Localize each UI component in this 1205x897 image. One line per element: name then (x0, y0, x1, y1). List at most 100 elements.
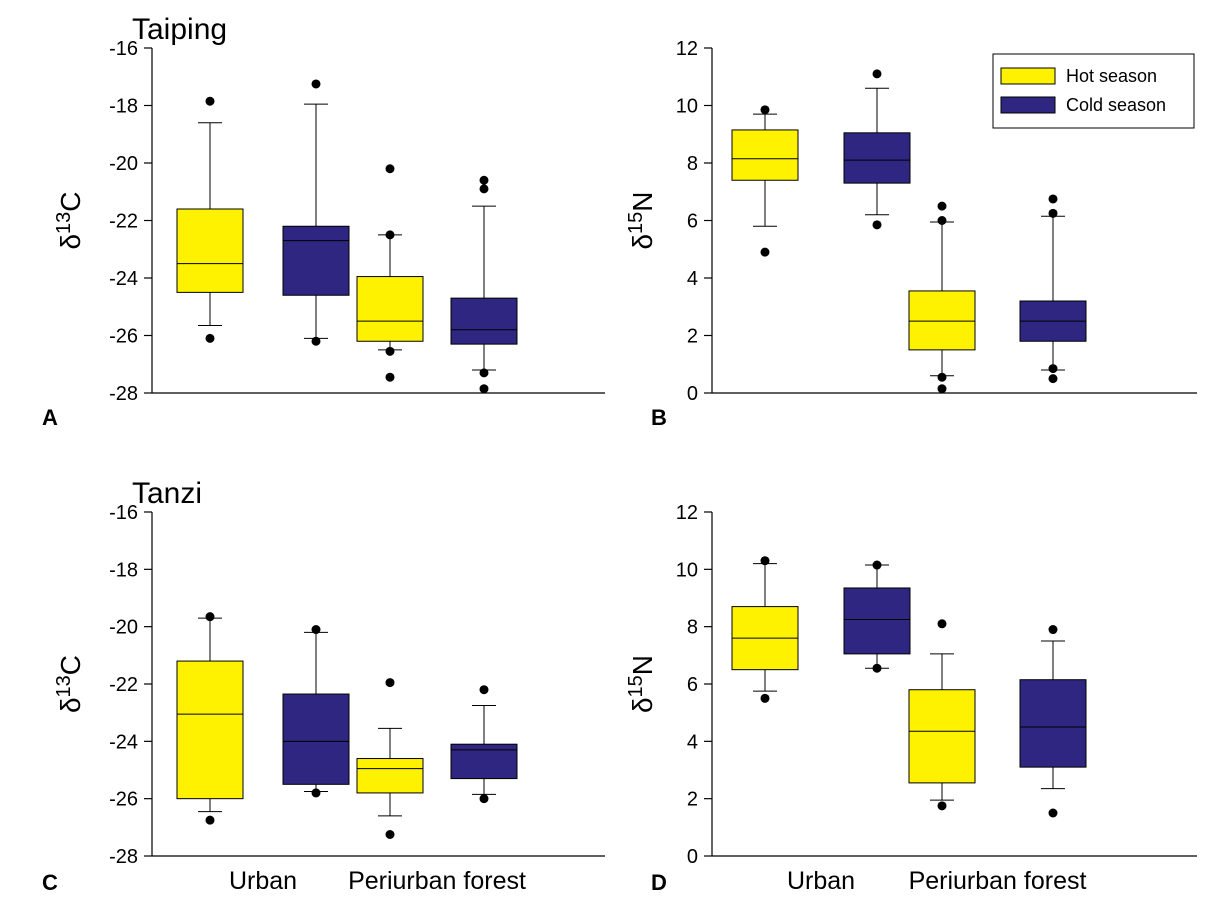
y-tick-label: -24 (109, 268, 138, 290)
outlier-point (1048, 208, 1058, 218)
box-hot-urban (731, 105, 799, 257)
panel-b: 0 2 4 6 8 10 12 δ15N B Hot season Cold season (625, 38, 1197, 430)
box-cold-urban (843, 560, 911, 673)
legend-label-hot: Hot season (1066, 66, 1157, 86)
outlier-point (311, 788, 321, 798)
outlier-point (937, 801, 947, 811)
legend: Hot season Cold season (992, 53, 1195, 129)
outlier-point (479, 794, 489, 804)
y-tick-label: 10 (676, 96, 698, 118)
x-category-label: Urban (229, 867, 297, 895)
y-tick-label: -28 (109, 383, 138, 405)
y-tick-label: 0 (687, 846, 698, 868)
y-tick-label: -16 (109, 502, 138, 524)
ylabel-delta: δ (627, 234, 658, 250)
y-tick-label: 2 (687, 789, 698, 811)
outlier-point (1048, 808, 1058, 818)
ylabel-delta: δ (627, 697, 658, 713)
box-hot-urban (731, 556, 799, 703)
outlier-point (479, 184, 489, 194)
ylabel-isotope-mass: 13 (53, 675, 75, 697)
box-iqr (843, 132, 911, 184)
box-iqr (1019, 679, 1087, 768)
box-hot-periurban (908, 619, 976, 811)
ylabel-delta: δ (55, 234, 86, 250)
outlier-point (311, 625, 321, 635)
y-tick-label: 0 (687, 383, 698, 405)
outlier-point (1048, 374, 1058, 384)
y-tick-label: 10 (676, 559, 698, 581)
y-tick-label: -22 (109, 211, 138, 233)
box-hot-urban (176, 612, 244, 825)
outlier-point (385, 830, 395, 839)
y-tick-label: -24 (109, 731, 138, 753)
outlier-point (760, 693, 770, 703)
box-iqr (282, 693, 350, 785)
ylabel-element: C (55, 191, 86, 211)
y-tick-label: 12 (676, 502, 698, 524)
y-axis-label: δ13C (53, 655, 86, 713)
box-cold-periurban (1019, 194, 1087, 384)
box-iqr (176, 208, 244, 293)
outlier-point (385, 372, 395, 382)
ylabel-element: C (55, 655, 86, 675)
outlier-point (937, 216, 947, 225)
x-category-label: Periurban forest (348, 867, 526, 895)
outlier-point (872, 663, 882, 673)
box-iqr (908, 290, 976, 351)
outlier-point (760, 247, 770, 257)
outlier-point (1048, 625, 1058, 635)
outlier-point (937, 372, 947, 382)
panel-letter: B (651, 405, 667, 430)
box-cold-periurban (450, 175, 518, 394)
outlier-point (205, 815, 215, 825)
ylabel-element: N (627, 655, 658, 675)
outlier-point (1048, 364, 1058, 374)
box-hot-periurban (356, 678, 424, 839)
y-tick-label: 4 (687, 268, 698, 290)
legend-swatch-cold (1000, 96, 1056, 114)
box-hot-periurban (356, 164, 424, 382)
box-iqr (176, 660, 244, 800)
box-iqr (356, 276, 424, 342)
y-tick-label: 12 (676, 38, 698, 60)
box-hot-urban (176, 96, 244, 343)
box-iqr (908, 689, 976, 784)
legend-swatch-hot (1000, 67, 1056, 85)
y-tick-label: -26 (109, 326, 138, 348)
outlier-point (385, 346, 395, 356)
outlier-point (479, 384, 489, 394)
legend-box (992, 53, 1195, 129)
y-tick-label: -22 (109, 674, 138, 696)
outlier-point (205, 96, 215, 106)
panel-letter: A (42, 405, 58, 430)
y-tick-label: -16 (109, 38, 138, 60)
ylabel-element: N (627, 191, 658, 211)
box-cold-periurban (450, 685, 518, 804)
y-tick-label: 6 (687, 674, 698, 696)
outlier-point (311, 79, 321, 89)
ylabel-isotope-mass: 15 (625, 212, 647, 234)
panel-d: 0 2 4 6 8 10 12 δ15N D Urban Periurban forest (625, 502, 1197, 895)
y-tick-label: 8 (687, 153, 698, 175)
box-iqr (282, 225, 350, 296)
y-tick-label: -18 (109, 559, 138, 581)
panel-letter: D (651, 870, 667, 895)
y-axis-label: δ15N (625, 191, 658, 249)
outlier-point (479, 685, 489, 695)
box-iqr (450, 743, 518, 780)
outlier-point (385, 230, 395, 240)
y-tick-label: -20 (109, 617, 138, 639)
x-category-label: Urban (787, 867, 855, 895)
outlier-point (872, 560, 882, 570)
outlier-point (872, 69, 882, 79)
outlier-point (937, 619, 947, 629)
box-cold-urban (282, 625, 350, 798)
outlier-point (760, 105, 770, 115)
outlier-point (1048, 194, 1058, 204)
box-cold-periurban (1019, 625, 1087, 818)
y-tick-label: -18 (109, 96, 138, 118)
box-hot-periurban (908, 201, 976, 394)
